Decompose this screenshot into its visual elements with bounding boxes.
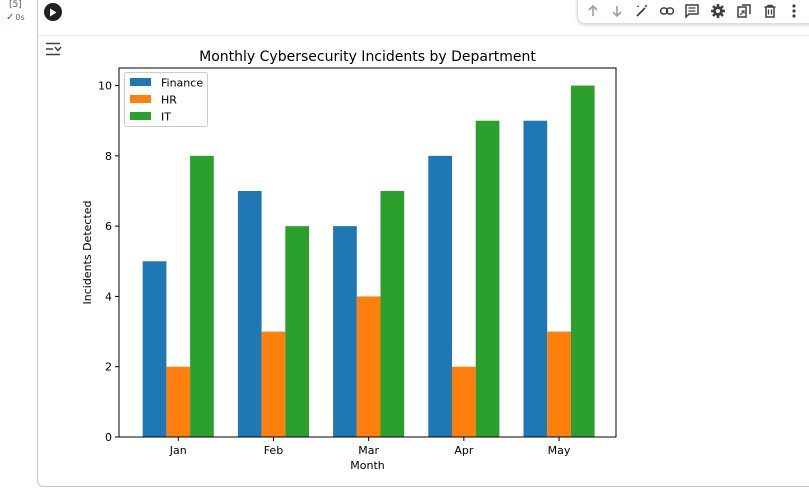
y-axis: 0 2 4 6 8 10 (98, 80, 119, 444)
more-options-button[interactable] (784, 1, 804, 21)
y-tick-label: 0 (105, 431, 112, 444)
bar-it-feb (285, 226, 309, 437)
y-tick-label: 2 (105, 361, 112, 374)
gear-icon (711, 4, 725, 18)
run-cell-button[interactable] (44, 3, 62, 21)
magic-wand-icon (636, 4, 648, 17)
link-icon (659, 7, 675, 15)
execution-count: [5] (9, 0, 22, 10)
legend: Finance HR IT (124, 72, 208, 127)
x-tick-label: Jan (169, 444, 187, 457)
magic-edit-button[interactable] (632, 1, 652, 21)
x-axis: Jan Feb Mar Apr May (169, 437, 571, 457)
cell-toolbar (577, 0, 809, 24)
bars (142, 85, 595, 438)
mirror-cell-button[interactable] (734, 1, 754, 21)
bar-it-mar (380, 191, 405, 437)
plot-area (118, 67, 617, 438)
move-up-button[interactable] (583, 1, 603, 21)
x-tick-label: Apr (454, 444, 474, 457)
move-down-icon (612, 6, 622, 18)
output-options-button[interactable] (45, 41, 63, 56)
output-toggle-icon (46, 42, 62, 56)
bar-finance-mar (333, 226, 357, 437)
bar-hr-apr (452, 366, 476, 437)
legend-swatch-it (130, 112, 151, 120)
bar-hr-may (547, 331, 571, 437)
y-tick-label: 10 (98, 80, 112, 93)
move-up-icon (588, 4, 598, 16)
bar-hr-feb (261, 331, 286, 437)
cell-gutter: [5] ✓0s (0, 0, 36, 489)
bar-finance-jan (142, 261, 167, 437)
legend-label-finance: Finance (161, 77, 203, 90)
mirror-cell-icon (737, 4, 751, 18)
more-vert-icon (792, 4, 796, 18)
play-icon (50, 8, 57, 16)
bar-it-jan (190, 155, 214, 438)
delete-cell-button[interactable] (760, 1, 780, 21)
x-tick-label: Feb (264, 444, 283, 457)
bar-it-may (570, 85, 595, 437)
execution-time: 0s (15, 13, 25, 22)
trash-icon (764, 4, 776, 18)
x-tick-label: Mar (358, 444, 379, 457)
move-down-button[interactable] (607, 1, 627, 21)
x-tick-label: May (548, 444, 571, 457)
link-button[interactable] (657, 1, 677, 21)
check-icon: ✓ (6, 12, 15, 23)
x-axis-label: Month (350, 459, 385, 472)
chart-title: Monthly Cybersecurity Incidents by Depar… (199, 49, 536, 65)
bar-it-apr (475, 120, 500, 438)
cell-frame (37, 0, 809, 487)
bar-finance-may (523, 120, 548, 438)
execution-status: ✓0s (6, 12, 25, 23)
bar-finance-feb (237, 191, 262, 437)
bar-finance-apr (428, 155, 452, 438)
legend-swatch-hr (130, 95, 151, 103)
bar-hr-mar (356, 296, 381, 437)
code-output-separator (38, 35, 809, 36)
legend-label-hr: HR (161, 94, 177, 107)
bar-hr-jan (166, 366, 191, 437)
comment-icon (685, 4, 699, 19)
comment-button[interactable] (682, 1, 702, 21)
y-axis-label: Incidents Detected (81, 200, 94, 304)
settings-button[interactable] (708, 1, 728, 21)
legend-label-it: IT (161, 111, 171, 124)
y-tick-label: 4 (105, 290, 112, 303)
y-tick-label: 6 (105, 220, 112, 233)
legend-swatch-finance (130, 78, 151, 86)
y-tick-label: 8 (105, 150, 112, 163)
